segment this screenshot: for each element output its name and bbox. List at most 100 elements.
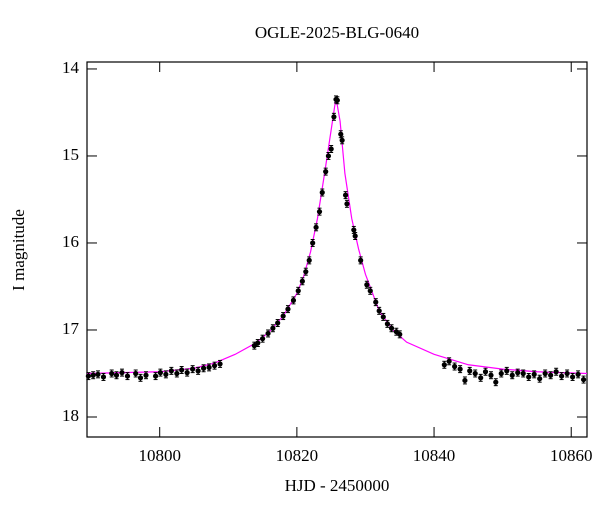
data-point [367, 288, 373, 294]
x-tick-label: 10800 [138, 446, 181, 465]
data-point [255, 340, 261, 346]
data-point [569, 374, 576, 380]
data-point [376, 308, 382, 314]
data-point [352, 233, 358, 239]
data-point [441, 362, 447, 368]
data-point [168, 368, 174, 374]
data-point [295, 288, 301, 294]
data-point [306, 257, 312, 263]
data-point [275, 320, 281, 326]
data-point [195, 368, 201, 374]
data-point [119, 370, 125, 376]
data-point [493, 379, 499, 385]
data-point [397, 331, 403, 337]
data-point [467, 368, 473, 374]
data-point [163, 371, 169, 377]
data-point [328, 146, 334, 152]
data-point [184, 370, 190, 376]
data-point [380, 314, 386, 320]
data-point [364, 282, 370, 288]
data-point [338, 131, 344, 137]
y-tick-label: 18 [62, 406, 79, 425]
data-point [520, 370, 526, 377]
y-tick-label: 17 [62, 319, 80, 338]
data-point [316, 209, 323, 215]
data-point [206, 364, 212, 370]
x-tick-label: 10840 [413, 446, 456, 465]
data-point [553, 369, 559, 375]
data-point [323, 169, 329, 175]
data-point [113, 372, 120, 378]
data-point [270, 325, 276, 331]
data-point [85, 373, 91, 379]
plot-frame [86, 61, 588, 438]
data-point [143, 372, 149, 378]
data-point [303, 269, 309, 275]
data-point [100, 374, 107, 380]
model-curve [86, 97, 588, 375]
data-point [488, 372, 494, 378]
data-point [537, 376, 543, 382]
data-point [462, 377, 468, 384]
data-point [575, 371, 581, 377]
data-point [325, 153, 332, 159]
x-tick-label: 10820 [276, 446, 319, 465]
y-tick-label: 15 [62, 145, 79, 164]
data-point [334, 97, 340, 103]
data-point [290, 297, 297, 303]
data-point [482, 369, 489, 375]
data-point [384, 321, 391, 327]
data-point [498, 370, 504, 377]
data-point [124, 373, 131, 379]
data-point [388, 325, 395, 331]
data-point [280, 313, 286, 319]
data-point [580, 376, 587, 383]
data-point [319, 189, 325, 196]
y-tick-label: 14 [62, 58, 80, 77]
data-point [211, 363, 218, 369]
data-point [548, 372, 554, 378]
chart-title: OGLE-2025-BLG-0640 [255, 23, 419, 42]
data-point [109, 370, 115, 377]
y-tick-label: 16 [62, 232, 79, 251]
data-point [200, 365, 207, 371]
data-point [509, 372, 515, 378]
data-point [472, 370, 478, 377]
data-point [504, 368, 510, 374]
data-point [299, 278, 305, 284]
data-point [358, 257, 364, 263]
data-point [344, 201, 350, 207]
data-point [152, 373, 159, 379]
data-point [174, 370, 180, 377]
data-point [331, 114, 337, 120]
data-point [526, 374, 532, 380]
data-point [95, 371, 101, 377]
data-point [259, 336, 266, 342]
data-point [342, 192, 349, 198]
data-point [179, 367, 185, 373]
data-point [351, 227, 357, 233]
data-point [313, 224, 319, 230]
data-point [478, 375, 484, 381]
data-point [217, 361, 223, 367]
data-point [446, 358, 452, 364]
data-point [559, 373, 565, 379]
data-point [157, 370, 163, 376]
x-axis-label: HJD - 2450000 [285, 476, 390, 495]
data-point [90, 372, 96, 378]
data-point [265, 330, 271, 337]
data-point [452, 363, 458, 370]
data-point [133, 370, 139, 377]
data-point [515, 370, 521, 376]
data-point [190, 366, 196, 372]
x-tick-label: 10860 [550, 446, 593, 465]
data-point [285, 306, 291, 312]
y-axis-label: I magnitude [9, 209, 28, 291]
data-point [373, 299, 379, 305]
data-point [137, 375, 144, 381]
data-point [542, 370, 548, 377]
data-point [339, 137, 345, 143]
data-point [310, 240, 316, 246]
data-point [531, 371, 537, 377]
